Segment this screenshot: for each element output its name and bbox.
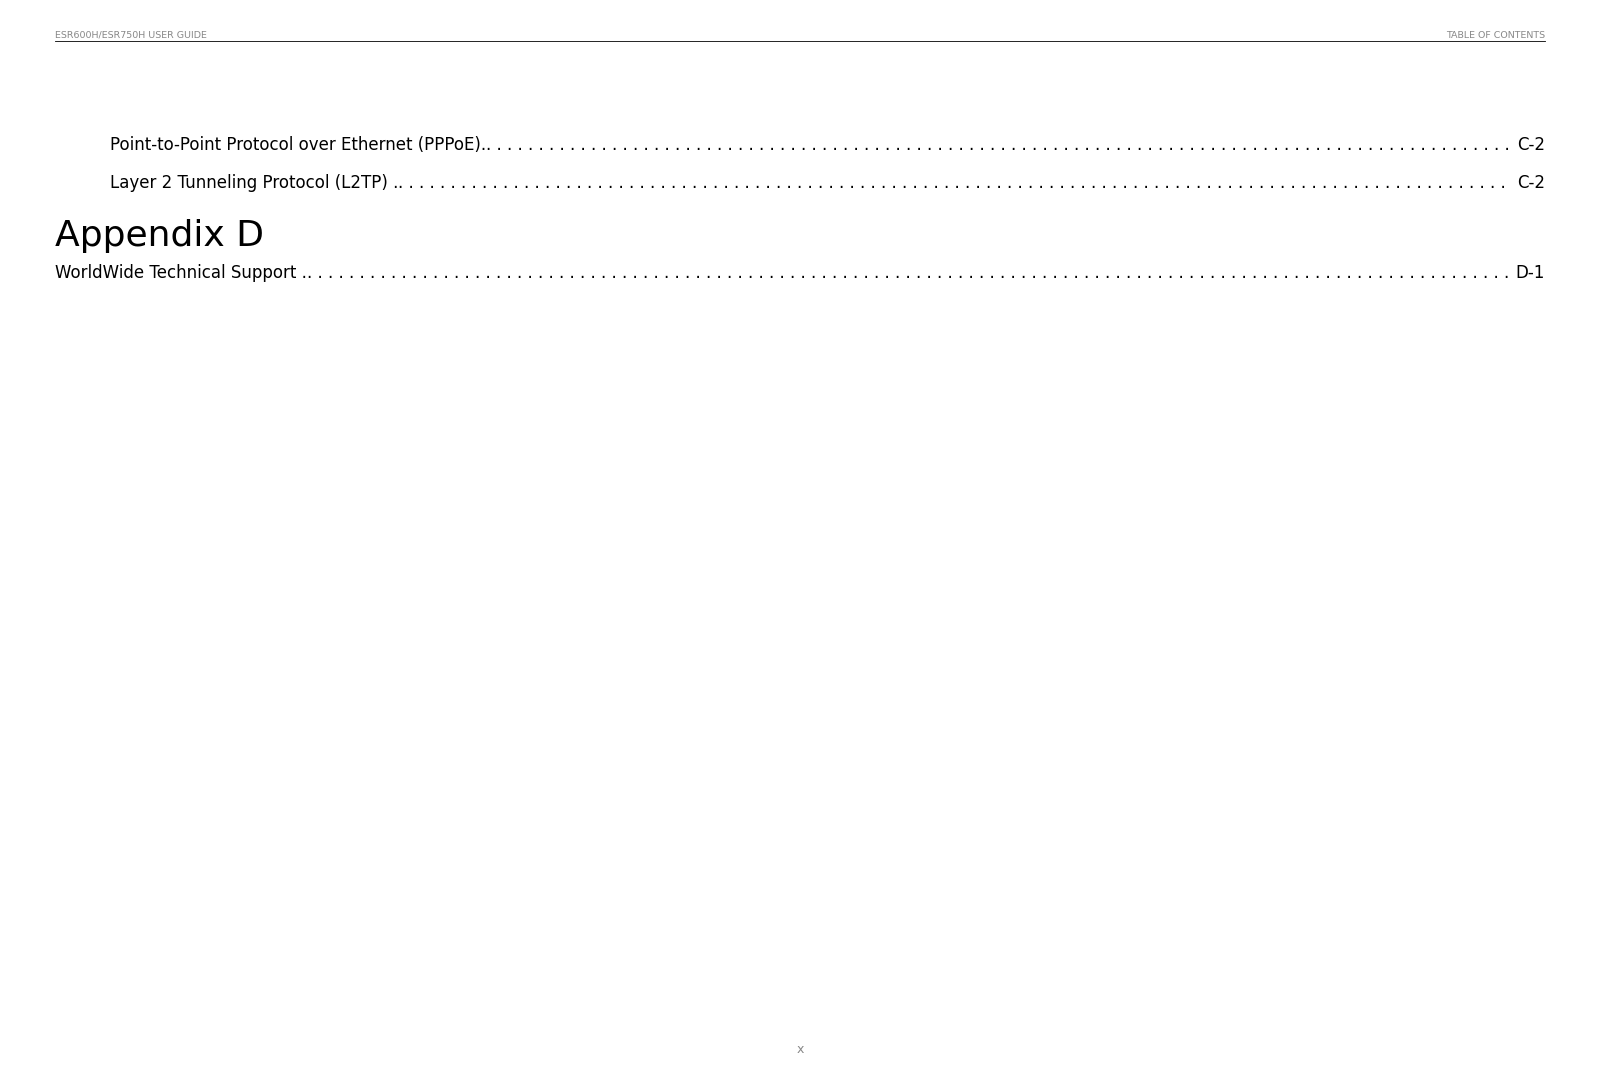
Text: . . . . . . . . . . . . . . . . . . . . . . . . . . . . . . . . . . . . . . . . : . . . . . . . . . . . . . . . . . . . . …: [398, 173, 1512, 192]
Text: C-2: C-2: [1517, 136, 1546, 154]
Text: WorldWide Technical Support .: WorldWide Technical Support .: [54, 264, 307, 281]
Text: Layer 2 Tunneling Protocol (L2TP) .: Layer 2 Tunneling Protocol (L2TP) .: [110, 173, 398, 192]
Text: x: x: [797, 1043, 803, 1056]
Text: Appendix D: Appendix D: [54, 219, 264, 253]
Text: . . . . . . . . . . . . . . . . . . . . . . . . . . . . . . . . . . . . . . . . : . . . . . . . . . . . . . . . . . . . . …: [307, 264, 1514, 281]
Text: D-1: D-1: [1515, 264, 1546, 281]
Text: Point-to-Point Protocol over Ethernet (PPPoE).: Point-to-Point Protocol over Ethernet (P…: [110, 136, 486, 154]
Text: . . . . . . . . . . . . . . . . . . . . . . . . . . . . . . . . . . . . . . . . : . . . . . . . . . . . . . . . . . . . . …: [486, 136, 1515, 154]
Text: TABLE OF CONTENTS: TABLE OF CONTENTS: [1446, 31, 1546, 40]
Text: ESR600H/ESR750H USER GUIDE: ESR600H/ESR750H USER GUIDE: [54, 31, 206, 40]
Text: C-2: C-2: [1517, 173, 1546, 192]
